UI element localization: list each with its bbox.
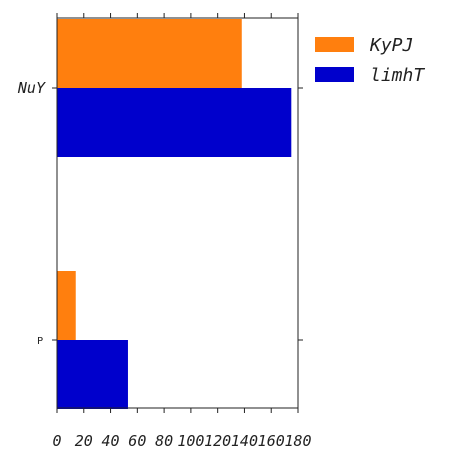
bars-group	[57, 19, 292, 409]
legend: KyPJ limhT	[315, 35, 425, 86]
legend-label-limhT: limhT	[370, 65, 425, 86]
bar-KyPJ-P	[57, 271, 76, 340]
legend-swatch-KyPJ	[315, 37, 354, 52]
y-tick-label: NuY	[17, 79, 46, 97]
x-tick-label: 0	[52, 432, 61, 450]
x-tick-label: 40	[102, 432, 120, 450]
bar-limhT-P	[57, 340, 128, 409]
x-tick-label: 80	[155, 432, 173, 450]
x-tick-label: 20	[75, 432, 93, 450]
bar-KyPJ-NuY	[57, 19, 242, 88]
x-tick-label: 140	[231, 432, 258, 450]
bar-limhT-NuY	[57, 88, 292, 157]
x-axis: 0 20 40 60 80 100 120 140 160 180	[52, 13, 312, 450]
x-tick-label: 100	[177, 432, 204, 450]
x-tick-label: 160	[258, 432, 285, 450]
y-tick-label: P	[37, 336, 43, 347]
x-tick-label: 60	[128, 432, 146, 450]
legend-label-KyPJ: KyPJ	[369, 35, 413, 56]
legend-swatch-limhT	[315, 67, 354, 82]
x-tick-label: 120	[204, 432, 231, 450]
y-axis: NuY P	[17, 79, 303, 347]
plot-frame	[56, 17, 299, 409]
x-tick-label: 180	[284, 432, 311, 450]
